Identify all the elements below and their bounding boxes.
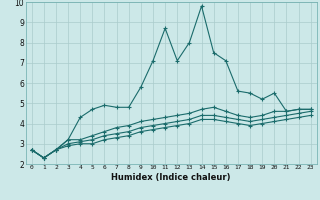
X-axis label: Humidex (Indice chaleur): Humidex (Indice chaleur) [111,173,231,182]
